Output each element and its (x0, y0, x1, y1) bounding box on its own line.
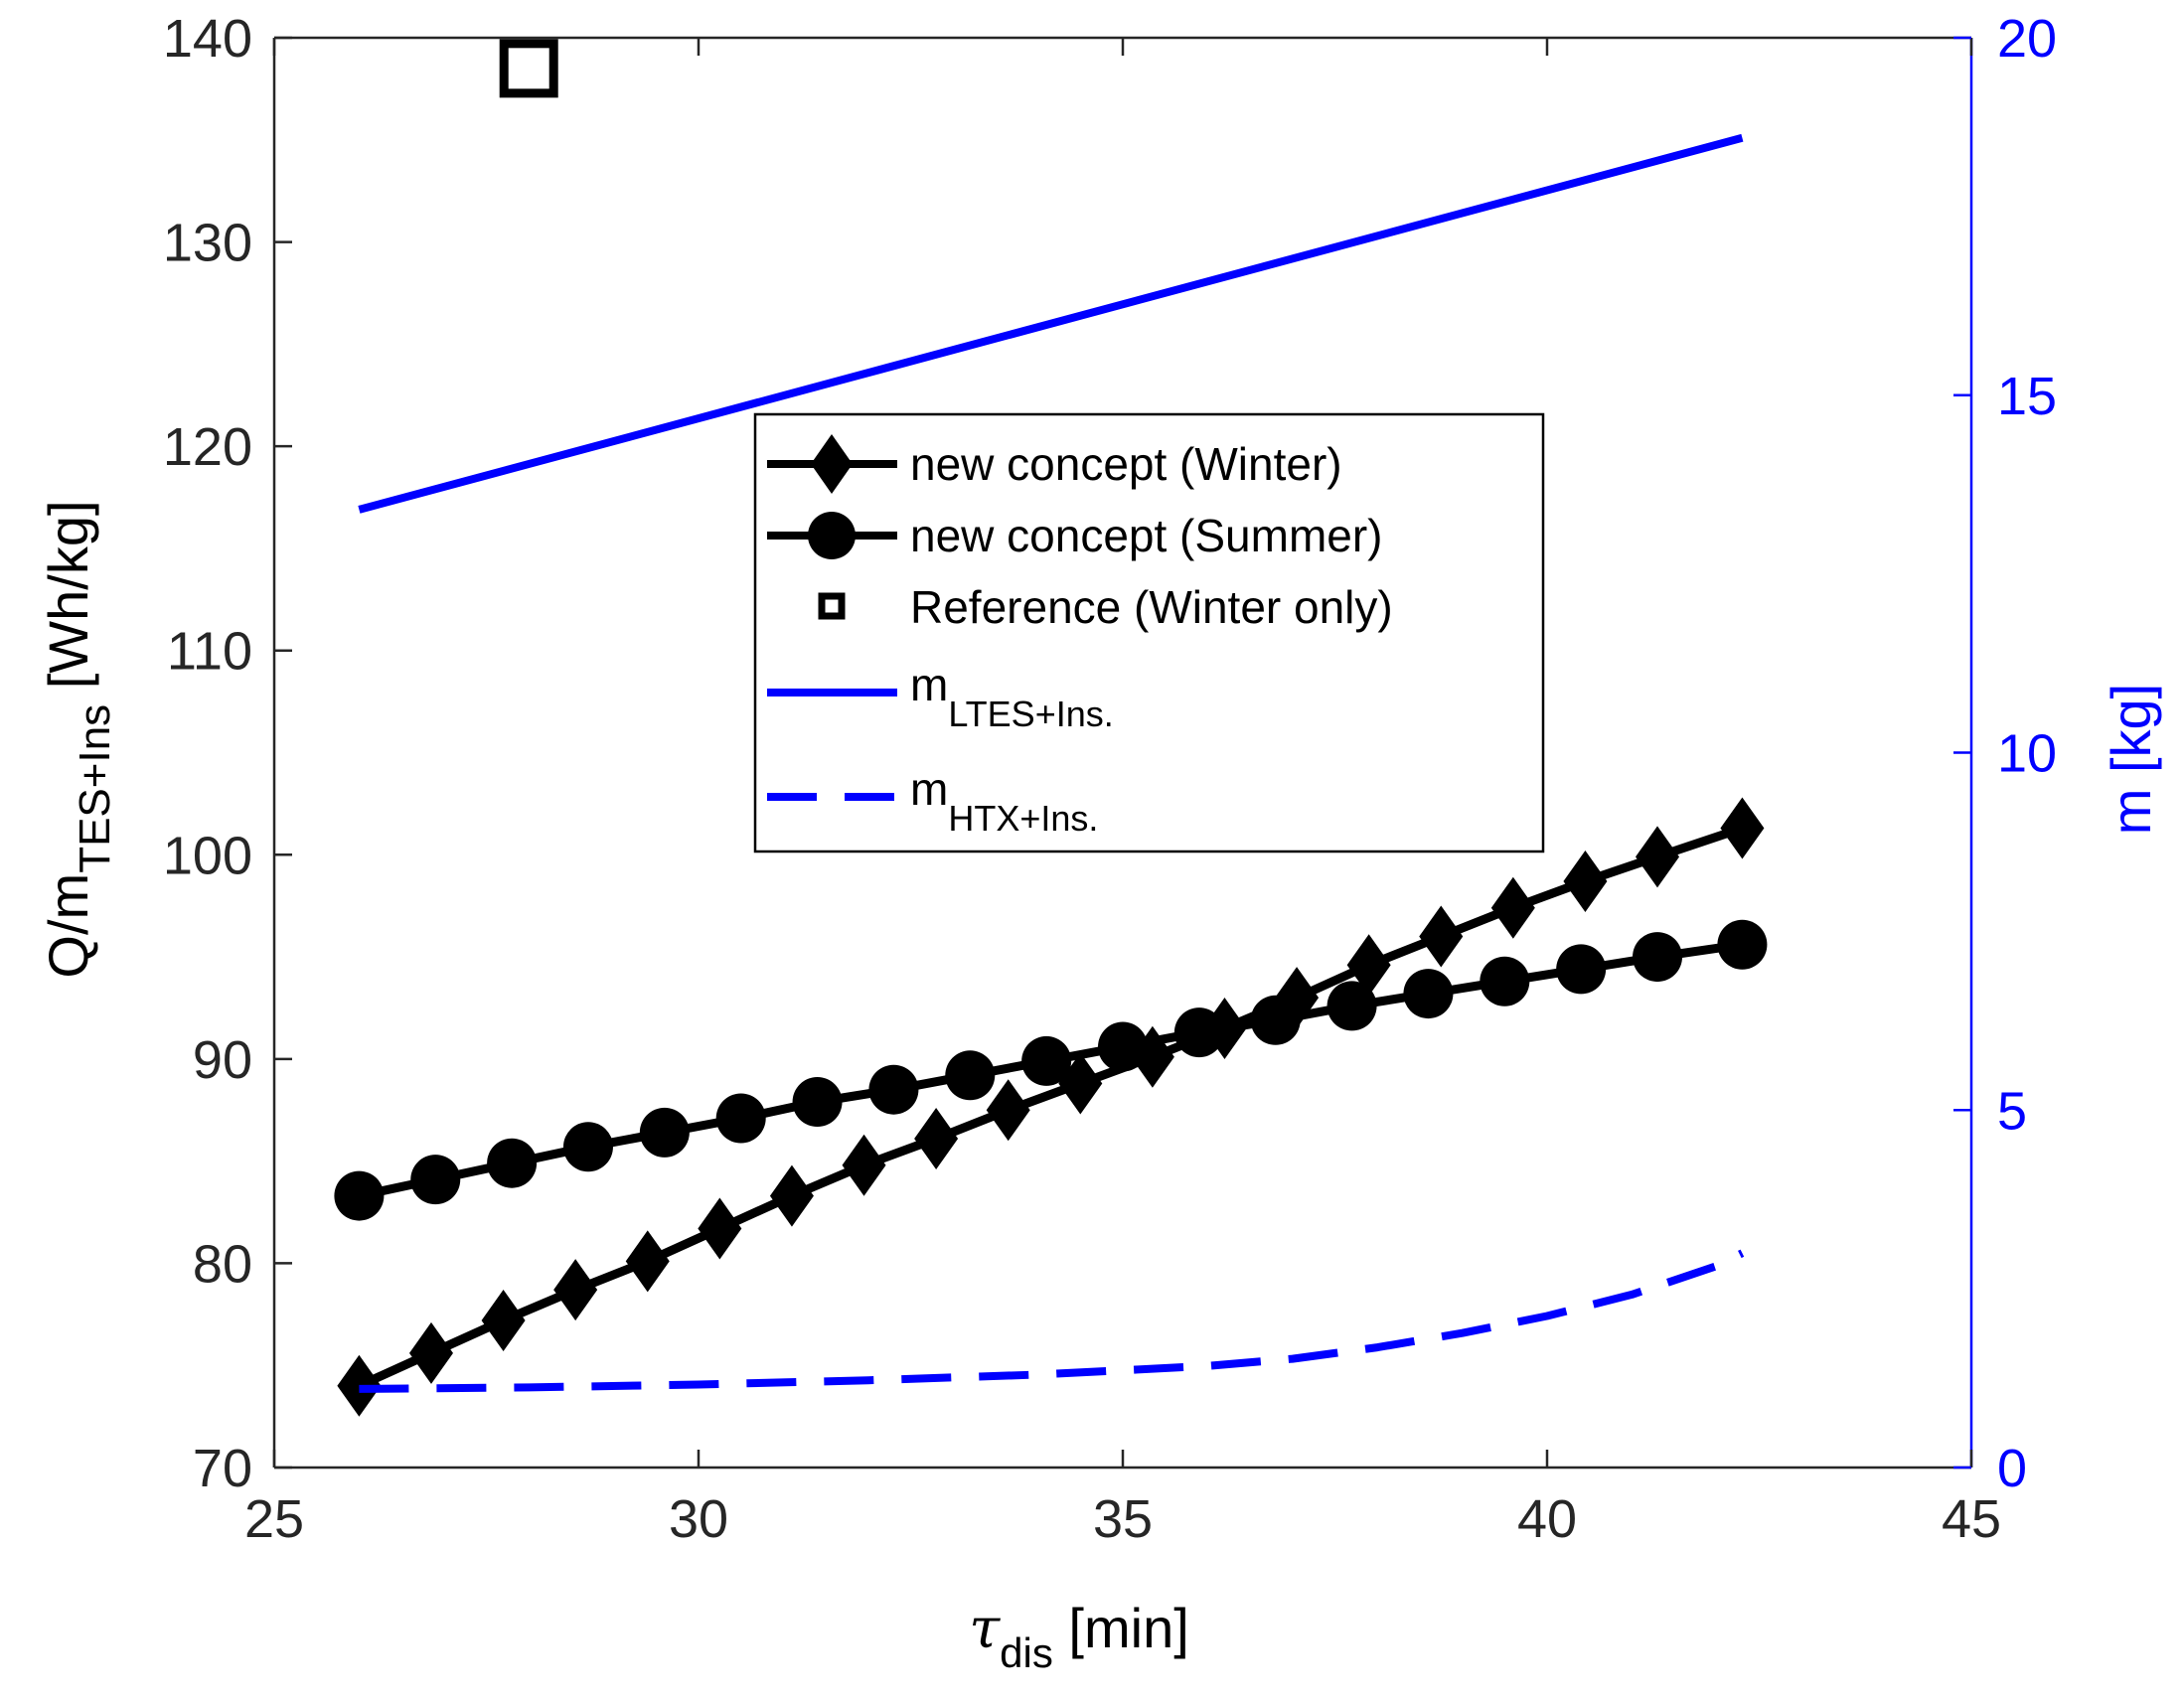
legend-label-ltes-main: m (910, 659, 948, 710)
series-2 (499, 39, 558, 98)
series-1 (334, 919, 1768, 1221)
legend-label-winter: new concept (Winter) (910, 438, 1342, 490)
legend-label-htx-sub: HTX+Ins. (948, 798, 1098, 839)
x-tick-label: 40 (1517, 1489, 1577, 1549)
data-point-diamond (1419, 905, 1464, 968)
data-point-circle (1403, 969, 1454, 1019)
x-tick-label: 45 (1942, 1489, 2001, 1549)
data-point-diamond (769, 1164, 814, 1227)
y-axis-left-title-subscript: TES+Ins (71, 704, 119, 873)
legend-item-ltes: mLTES+Ins. (767, 659, 1114, 734)
y-right-tick-label: 15 (1997, 367, 2057, 426)
y-axis-left-title-prefix: Q/m (37, 873, 99, 979)
series-4 (359, 1249, 1745, 1393)
x-tick-label: 25 (244, 1489, 304, 1549)
y-axis-left-title: Q/mTES+Ins [Wh/kg] (37, 500, 119, 978)
y-axis-right: 0 5 10 15 20 (1953, 9, 2057, 1498)
data-point-diamond (1720, 797, 1765, 859)
data-point-circle (1717, 919, 1768, 970)
y-left-tick-label: 130 (163, 214, 252, 273)
data-point-circle (1021, 1035, 1072, 1086)
data-point-circle (1633, 932, 1683, 983)
y-left-tick-label: 110 (167, 622, 252, 682)
legend-label-ltes-sub: LTES+Ins. (948, 694, 1113, 734)
legend-label-summer: new concept (Summer) (910, 510, 1383, 561)
y-left-tick-label: 140 (163, 9, 252, 69)
data-point-diamond (698, 1197, 742, 1260)
data-point-diamond (1490, 876, 1535, 939)
series-line (358, 133, 1744, 514)
y-left-tick-label: 70 (193, 1439, 252, 1498)
x-tick-label: 30 (669, 1489, 728, 1549)
data-point-circle (868, 1064, 919, 1115)
legend-box (753, 412, 1545, 853)
data-point-circle (1173, 1007, 1224, 1058)
series-layer (334, 39, 1768, 1417)
legend-item-winter: new concept (Winter) (767, 434, 1342, 494)
data-point-diamond (1563, 851, 1608, 913)
x-axis-title-subscript: dis (1000, 1629, 1053, 1676)
y-left-tick-label: 120 (163, 417, 252, 477)
data-point-circle (410, 1155, 461, 1205)
data-point-diamond (914, 1108, 959, 1170)
legend-item-summer: new concept (Summer) (767, 510, 1383, 561)
x-axis-title-symbol: τ (969, 1597, 1001, 1661)
data-point-square (499, 39, 558, 98)
x-axis-title: τdis [min] (969, 1597, 1189, 1676)
data-point-circle (334, 1170, 385, 1221)
data-point-circle (639, 1107, 690, 1158)
legend-marker-square (818, 592, 846, 620)
series-line (359, 1249, 1745, 1393)
legend-label-htx: mHTX+Ins. (910, 763, 1098, 839)
legend-marker-diamond (811, 434, 853, 494)
y-axis-left: 70 80 90 100 110 120 130 140 (163, 9, 292, 1498)
y-axis-left-title-unit: [Wh/kg] (37, 500, 99, 703)
data-point-diamond (625, 1230, 670, 1293)
y-right-tick-label: 10 (1997, 724, 2057, 784)
data-point-diamond (1346, 934, 1391, 997)
data-point-diamond (553, 1259, 598, 1321)
data-point-diamond (481, 1289, 526, 1351)
y-axis-right-title: m [kg] (2100, 684, 2162, 835)
y-right-tick-label: 5 (1997, 1081, 2027, 1141)
y-left-tick-label: 90 (193, 1030, 252, 1090)
data-point-circle (487, 1138, 538, 1188)
data-point-diamond (408, 1321, 453, 1384)
data-point-diamond (986, 1079, 1030, 1142)
data-point-circle (792, 1077, 843, 1128)
legend-label-htx-main: m (910, 763, 948, 815)
data-point-circle (945, 1050, 996, 1101)
data-point-circle (715, 1093, 766, 1144)
y-right-tick-label: 20 (1997, 9, 2057, 69)
legend-item-reference: Reference (Winter only) (818, 581, 1393, 633)
series-3 (358, 133, 1744, 514)
data-point-circle (1556, 944, 1607, 995)
legend-marker-circle (808, 512, 856, 559)
legend-item-htx: mHTX+Ins. (767, 763, 1098, 839)
legend-label-ltes: mLTES+Ins. (910, 659, 1114, 734)
x-tick-label: 35 (1093, 1489, 1153, 1549)
x-axis: 25 30 35 40 45 (244, 38, 2001, 1549)
data-point-diamond (1636, 826, 1680, 888)
data-point-circle (1098, 1021, 1148, 1072)
legend: new concept (Winter) new concept (Summer… (753, 412, 1545, 853)
y-left-tick-label: 80 (193, 1234, 252, 1294)
data-point-circle (1250, 995, 1301, 1045)
y-right-tick-label: 0 (1997, 1439, 2027, 1498)
x-axis-title-unit: [min] (1053, 1597, 1189, 1659)
legend-label-reference: Reference (Winter only) (910, 581, 1393, 633)
data-point-circle (1326, 981, 1377, 1031)
data-point-circle (562, 1122, 613, 1172)
data-point-diamond (842, 1134, 886, 1196)
y-left-tick-label: 100 (163, 826, 252, 885)
data-point-circle (1480, 956, 1530, 1006)
